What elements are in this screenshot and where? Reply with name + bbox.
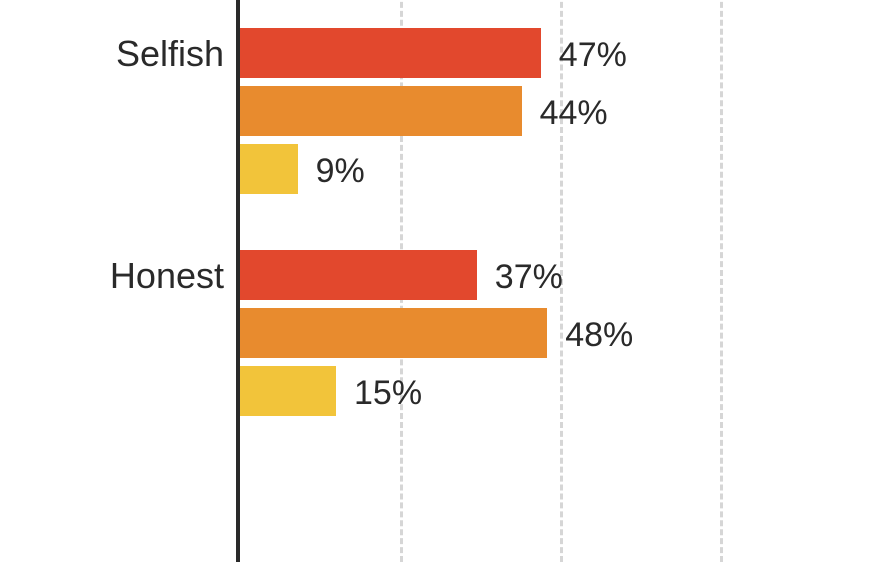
bar	[240, 28, 541, 78]
bar-value-label: 48%	[565, 316, 633, 355]
gridline	[720, 0, 723, 562]
bar-value-label: 9%	[316, 152, 365, 191]
bar-value-label: 15%	[354, 374, 422, 413]
bar	[240, 308, 547, 358]
bar-value-label: 47%	[559, 36, 627, 75]
bar	[240, 250, 477, 300]
bar	[240, 366, 336, 416]
bar-value-label: 44%	[540, 94, 608, 133]
bar	[240, 86, 522, 136]
group-label: Selfish	[116, 33, 224, 75]
bar	[240, 144, 298, 194]
bar-value-label: 37%	[495, 258, 563, 297]
bar-chart: Selfish 47% 44% 9% Honest 37%48% 15%	[0, 0, 880, 542]
group-label: Honest	[110, 255, 224, 297]
